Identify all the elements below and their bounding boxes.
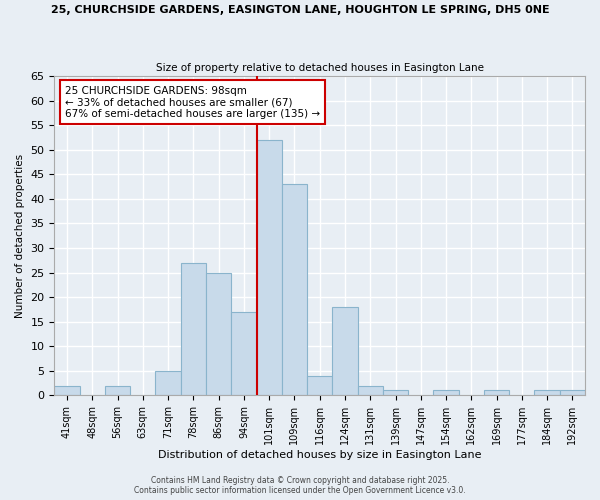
Bar bbox=[181, 262, 206, 396]
Bar bbox=[155, 371, 181, 396]
X-axis label: Distribution of detached houses by size in Easington Lane: Distribution of detached houses by size … bbox=[158, 450, 481, 460]
Bar bbox=[332, 307, 358, 396]
Bar bbox=[282, 184, 307, 396]
Text: 25 CHURCHSIDE GARDENS: 98sqm
← 33% of detached houses are smaller (67)
67% of se: 25 CHURCHSIDE GARDENS: 98sqm ← 33% of de… bbox=[65, 86, 320, 119]
Title: Size of property relative to detached houses in Easington Lane: Size of property relative to detached ho… bbox=[156, 62, 484, 72]
Y-axis label: Number of detached properties: Number of detached properties bbox=[15, 154, 25, 318]
Bar bbox=[55, 386, 80, 396]
Bar bbox=[535, 390, 560, 396]
Bar bbox=[560, 390, 585, 396]
Bar bbox=[231, 312, 257, 396]
Text: Contains HM Land Registry data © Crown copyright and database right 2025.
Contai: Contains HM Land Registry data © Crown c… bbox=[134, 476, 466, 495]
Bar bbox=[383, 390, 408, 396]
Bar bbox=[358, 386, 383, 396]
Bar bbox=[206, 272, 231, 396]
Text: 25, CHURCHSIDE GARDENS, EASINGTON LANE, HOUGHTON LE SPRING, DH5 0NE: 25, CHURCHSIDE GARDENS, EASINGTON LANE, … bbox=[50, 5, 550, 15]
Bar bbox=[257, 140, 282, 396]
Bar bbox=[484, 390, 509, 396]
Bar bbox=[307, 376, 332, 396]
Bar bbox=[105, 386, 130, 396]
Bar bbox=[433, 390, 458, 396]
